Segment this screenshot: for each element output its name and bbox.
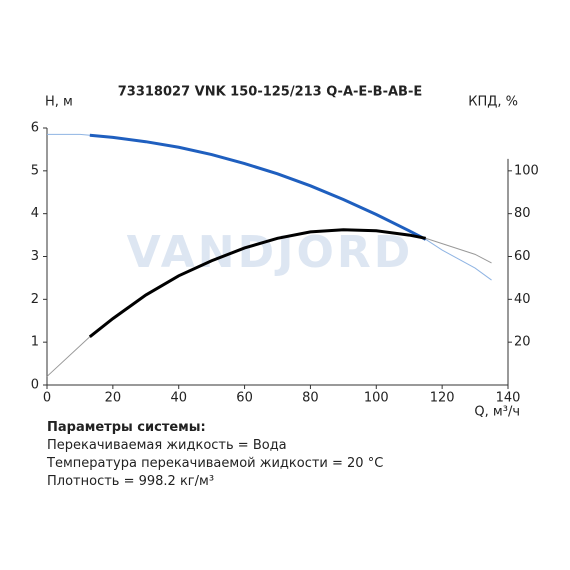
- chart-title: 73318027 VNK 150-125/213 Q-A-E-B-AB-E: [118, 85, 422, 100]
- y2-tick-label: 60: [514, 249, 531, 264]
- curve: [88, 228, 426, 338]
- x-axis-label: Q, м³/ч: [474, 405, 520, 420]
- y-tick-label: 2: [31, 292, 39, 307]
- y-tick-label: 4: [31, 206, 39, 221]
- y2-tick-label: 80: [514, 206, 531, 221]
- x-tick-label: 0: [43, 391, 51, 406]
- y-tick-label: 5: [31, 163, 39, 178]
- y-axis-label: H, м: [45, 95, 73, 110]
- y2-axis-label: КПД, %: [468, 95, 518, 110]
- x-tick-label: 20: [105, 391, 122, 406]
- y-tick-label: 6: [31, 121, 39, 136]
- x-tick-label: 120: [430, 391, 455, 406]
- x-tick-label: 140: [496, 391, 521, 406]
- y2-tick-label: 100: [514, 163, 539, 178]
- x-tick-label: 100: [364, 391, 389, 406]
- x-tick-label: 80: [302, 391, 319, 406]
- y-tick-label: 1: [31, 335, 39, 350]
- x-tick-label: 40: [170, 391, 187, 406]
- param-line: Температура перекачиваемой жидкости = 20…: [47, 456, 384, 471]
- y2-tick-label: 20: [514, 335, 531, 350]
- param-line: Плотность = 998.2 кг/м³: [47, 474, 215, 489]
- x-tick-label: 60: [236, 391, 253, 406]
- param-line: Перекачиваемая жидкость = Вода: [47, 438, 287, 453]
- y-tick-label: 0: [31, 378, 39, 393]
- params-title: Параметры системы:: [47, 420, 206, 435]
- curve: [89, 133, 427, 241]
- watermark: VANDJORD: [127, 227, 414, 278]
- y2-tick-label: 40: [514, 292, 531, 307]
- y-tick-label: 3: [31, 249, 39, 264]
